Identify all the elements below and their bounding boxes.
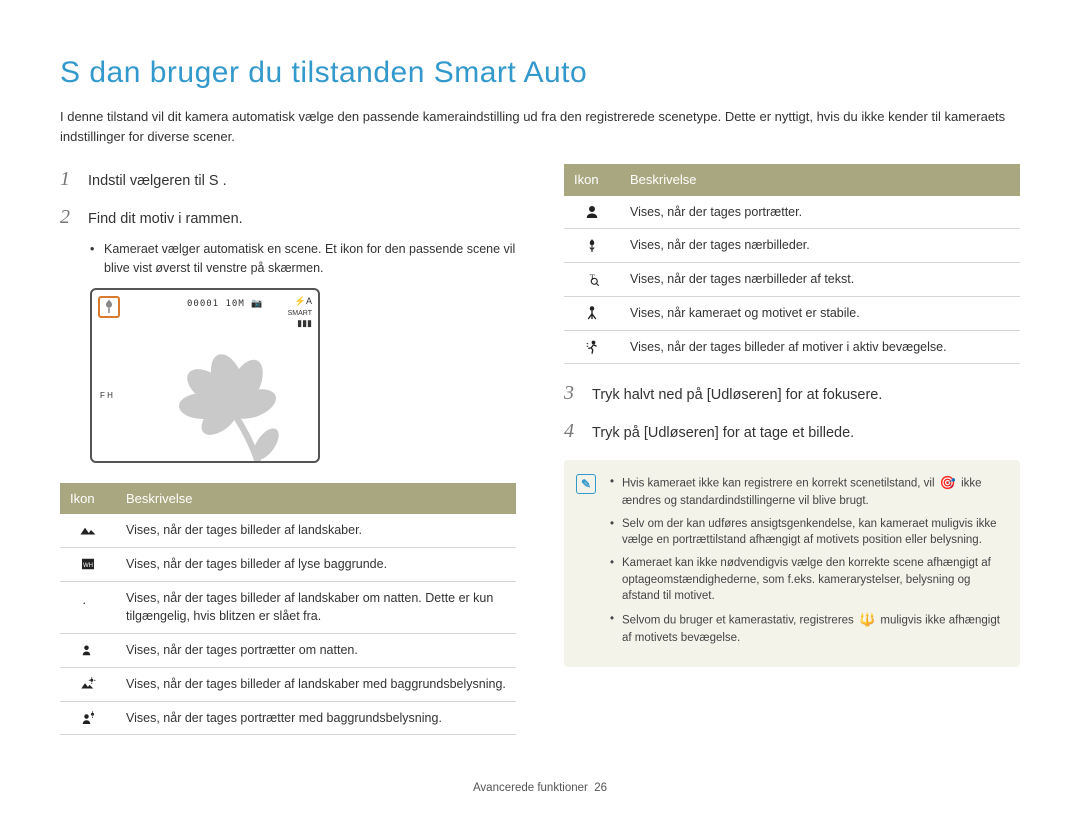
step-text: Find dit motiv i rammen. xyxy=(88,209,243,231)
step-text: Indstil vælgeren til S . xyxy=(88,171,227,193)
footer-section: Avancerede funktioner xyxy=(473,782,588,794)
table-row: Vises, når der tages portrætter med bagg… xyxy=(60,701,516,735)
table-cell-desc: Vises, når der tages billeder af landska… xyxy=(116,581,516,634)
white-bg-icon: WH xyxy=(60,547,116,581)
table-row: T Vises, når der tages nærbilleder af te… xyxy=(564,263,1020,297)
table-row: WH Vises, når der tages billeder af lyse… xyxy=(60,547,516,581)
table-cell-desc: Vises, når kameraet og motivet er stabil… xyxy=(620,296,1020,330)
left-column: 1 Indstil vælgeren til S . 2 Find dit mo… xyxy=(60,164,516,749)
night-landscape-icon xyxy=(60,581,116,634)
table-header-icon: Ikon xyxy=(60,483,116,515)
lcd-left-label: F H xyxy=(100,390,113,402)
page-title: S dan bruger du tilstanden Smart Auto xyxy=(60,50,1020,95)
note-box: ✎ Hvis kameraet ikke kan registrere en k… xyxy=(564,460,1020,666)
table-row: Vises, når der tages billeder af landska… xyxy=(60,581,516,634)
step-4: 4 Tryk på [Udløseren] for at tage et bil… xyxy=(564,416,1020,446)
night-portrait-icon xyxy=(60,634,116,668)
step-text: Tryk halvt ned på [Udløseren] for at fok… xyxy=(592,385,882,407)
table-cell-desc: Vises, når der tages nærbilleder. xyxy=(620,229,1020,263)
step-number: 2 xyxy=(60,202,78,232)
svg-text:WH: WH xyxy=(83,563,93,569)
table-header-row: Ikon Beskrivelse xyxy=(564,164,1020,196)
step-number: 4 xyxy=(564,416,582,446)
note-list: Hvis kameraet ikke kan registrere en kor… xyxy=(610,474,1006,646)
step-2-bullets: Kameraet vælger automatisk en scene. Et … xyxy=(60,240,516,278)
table-row: Vises, når der tages portrætter. xyxy=(564,196,1020,229)
table-cell-desc: Vises, når der tages billeder af motiver… xyxy=(620,330,1020,364)
table-cell-desc: Vises, når der tages billeder af lyse ba… xyxy=(116,547,516,581)
table-cell-desc: Vises, når der tages portrætter om natte… xyxy=(116,634,516,668)
bullet-item: Kameraet vælger automatisk en scene. Et … xyxy=(90,240,516,278)
table-header-desc: Beskrivelse xyxy=(620,164,1020,196)
footer-page-number: 26 xyxy=(594,782,607,794)
tripod-inline-icon: 🔱 xyxy=(859,611,875,630)
icon-table-right: Ikon Beskrivelse Vises, når der tages po… xyxy=(564,164,1020,364)
note-item: Selv om der kan udføres ansigtsgenkendel… xyxy=(610,516,1006,549)
smart-scene-inline-icon: 🎯 xyxy=(940,474,956,493)
note-item: Hvis kameraet ikke kan registrere en kor… xyxy=(610,474,1006,510)
note-icon: ✎ xyxy=(576,474,596,494)
step-number: 3 xyxy=(564,378,582,408)
note-item: Selvom du bruger et kamerastativ, regist… xyxy=(610,611,1006,647)
portrait-icon xyxy=(564,196,620,229)
svg-text:T: T xyxy=(590,273,595,282)
table-row: Vises, når der tages portrætter om natte… xyxy=(60,634,516,668)
lcd-counter: 00001 10M 📷 xyxy=(187,298,263,312)
right-column: Ikon Beskrivelse Vises, når der tages po… xyxy=(564,164,1020,749)
table-row: Vises, når der tages billeder af landska… xyxy=(60,667,516,701)
icon-table-left: Ikon Beskrivelse Vises, når der tages bi… xyxy=(60,483,516,736)
table-header-row: Ikon Beskrivelse xyxy=(60,483,516,515)
macro-icon xyxy=(98,296,120,318)
step-1: 1 Indstil vælgeren til S . xyxy=(60,164,516,194)
step-2: 2 Find dit motiv i rammen. xyxy=(60,202,516,232)
table-header-icon: Ikon xyxy=(564,164,620,196)
table-cell-desc: Vises, når der tages billeder af landska… xyxy=(116,667,516,701)
text-macro-icon: T xyxy=(564,263,620,297)
table-row: Vises, når der tages billeder af motiver… xyxy=(564,330,1020,364)
camera-lcd-illustration: 00001 10M 📷 ⚡A SMART ▮▮▮ F H xyxy=(90,288,320,463)
two-column-layout: 1 Indstil vælgeren til S . 2 Find dit mo… xyxy=(60,164,1020,749)
backlit-landscape-icon xyxy=(60,667,116,701)
backlit-portrait-icon xyxy=(60,701,116,735)
table-row: Vises, når der tages billeder af landska… xyxy=(60,514,516,547)
intro-paragraph: I denne tilstand vil dit kamera automati… xyxy=(60,107,1020,146)
landscape-icon xyxy=(60,514,116,547)
table-header-desc: Beskrivelse xyxy=(116,483,516,515)
step-3: 3 Tryk halvt ned på [Udløseren] for at f… xyxy=(564,378,1020,408)
page-footer: Avancerede funktioner 26 xyxy=(0,780,1080,797)
action-icon xyxy=(564,330,620,364)
flower-silhouette xyxy=(158,326,298,463)
table-cell-desc: Vises, når der tages portrætter. xyxy=(620,196,1020,229)
table-cell-desc: Vises, når der tages portrætter med bagg… xyxy=(116,701,516,735)
note-item: Kameraet kan ikke nødvendigvis vælge den… xyxy=(610,555,1006,605)
step-text: Tryk på [Udløseren] for at tage et bille… xyxy=(592,423,854,445)
table-cell-desc: Vises, når der tages nærbilleder af teks… xyxy=(620,263,1020,297)
table-cell-desc: Vises, når der tages billeder af landska… xyxy=(116,514,516,547)
table-row: Vises, når kameraet og motivet er stabil… xyxy=(564,296,1020,330)
tripod-icon xyxy=(564,296,620,330)
table-row: Vises, når der tages nærbilleder. xyxy=(564,229,1020,263)
macro-icon xyxy=(564,229,620,263)
step-number: 1 xyxy=(60,164,78,194)
